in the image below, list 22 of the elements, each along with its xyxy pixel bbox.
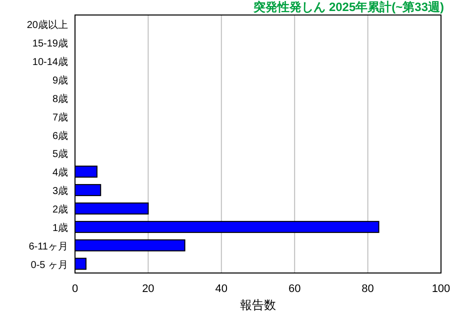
y-tick-label: 1歳 bbox=[52, 222, 68, 234]
y-tick-label: 6歳 bbox=[52, 130, 68, 142]
y-tick-label: 10-14歳 bbox=[32, 56, 68, 68]
x-tick-label: 60 bbox=[288, 283, 301, 295]
y-tick-label: 20歳以上 bbox=[26, 19, 68, 32]
x-tick-label: 0 bbox=[72, 283, 78, 295]
x-tick-label: 40 bbox=[215, 283, 228, 295]
y-tick-label: 0-5 ヶ月 bbox=[30, 260, 68, 271]
chart-title: 突発性発しん 2025年累計(~第33週) bbox=[252, 0, 444, 14]
x-tick-label: 100 bbox=[432, 283, 450, 295]
x-tick-label: 80 bbox=[362, 283, 374, 295]
y-tick-label: 5歳 bbox=[52, 148, 68, 160]
x-tick-label: 20 bbox=[142, 283, 154, 295]
y-tick-label: 4歳 bbox=[52, 166, 68, 179]
y-tick-label: 6-11ヶ月 bbox=[28, 241, 68, 252]
y-tick-label: 7歳 bbox=[52, 111, 68, 124]
y-tick-label: 15-19歳 bbox=[32, 38, 68, 50]
y-tick-label: 9歳 bbox=[52, 74, 68, 86]
y-tick-label: 2歳 bbox=[52, 204, 68, 216]
x-axis-title: 報告数 bbox=[240, 298, 276, 312]
y-tick-label: 3歳 bbox=[52, 185, 68, 198]
y-tick-label: 8歳 bbox=[52, 92, 68, 105]
